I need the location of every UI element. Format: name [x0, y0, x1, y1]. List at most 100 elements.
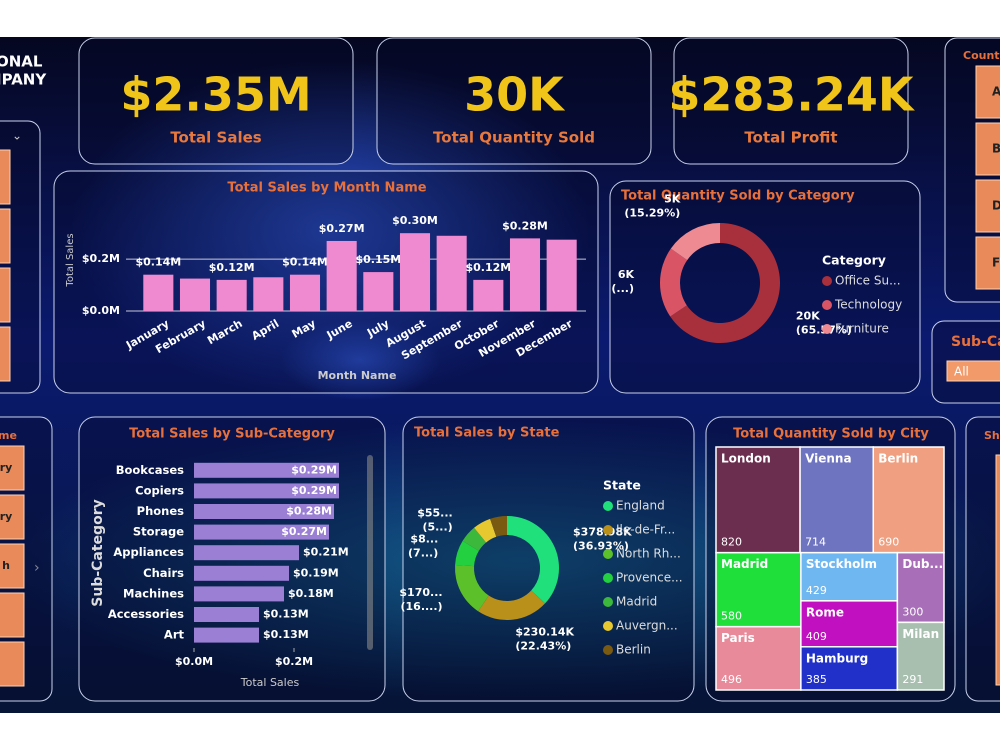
slicer-button[interactable] — [0, 641, 25, 687]
slicer-button[interactable] — [0, 494, 25, 540]
bar — [436, 235, 467, 311]
cell-label: Madrid — [721, 557, 768, 571]
data-label: $0.14M — [282, 256, 328, 269]
legend-label: Technology — [834, 298, 902, 312]
legend-label: Madrid — [616, 595, 657, 609]
cell-value: 580 — [721, 610, 742, 623]
legend-label: Office Su... — [835, 274, 901, 288]
slicer-option: Be — [992, 142, 1000, 156]
x-tick-label: $0.0M — [175, 655, 213, 668]
bar — [194, 607, 259, 622]
data-label: $230.14K — [515, 626, 574, 639]
chart-panel — [53, 170, 599, 394]
bar — [194, 483, 339, 499]
y-axis-title: Sub-Category — [90, 499, 106, 606]
slicer-option: ry — [0, 461, 12, 474]
data-label: $0.28M — [502, 219, 548, 232]
kpi-label: Total Sales — [170, 129, 261, 147]
glow — [280, 320, 440, 400]
slicer-button[interactable] — [0, 326, 11, 382]
data-label: $0.14M — [135, 256, 181, 269]
data-label: $378.98K — [573, 525, 632, 538]
slicer-option: F — [992, 256, 1000, 270]
donut-slice — [507, 516, 560, 604]
chart-title: Total Quantity Sold by Category — [621, 189, 855, 204]
slicer-button[interactable] — [0, 592, 25, 638]
cell-value: 690 — [878, 536, 899, 549]
data-label: $0.13M — [263, 628, 309, 641]
bar — [546, 239, 577, 311]
data-label: $0.28M — [286, 505, 332, 518]
bar — [363, 272, 394, 311]
bar — [194, 545, 299, 561]
y-axis-title: Total Sales — [65, 233, 76, 287]
cell-value: 409 — [806, 630, 827, 643]
legend-marker — [603, 621, 613, 631]
y-tick-label: Machines — [123, 586, 184, 600]
data-label: (...) — [611, 282, 634, 295]
data-label: (36.93%) — [573, 539, 629, 552]
treemap-cell — [715, 446, 801, 554]
x-axis-title: Total Sales — [240, 676, 300, 689]
cell-label: Vienna — [805, 452, 852, 466]
donut-slice — [455, 540, 479, 567]
slicer-button[interactable] — [975, 179, 1000, 233]
dropdown-value: All — [954, 365, 969, 379]
legend-label: England — [616, 499, 665, 513]
slicer-title: Shi... — [984, 429, 1000, 442]
cell-value: 714 — [805, 536, 826, 549]
cell-label: Berlin — [878, 452, 918, 466]
glow — [70, 60, 590, 400]
legend-marker — [603, 573, 613, 583]
scrollbar[interactable] — [367, 455, 373, 650]
bar — [194, 524, 329, 540]
bar — [326, 240, 357, 311]
treemap-cell — [896, 621, 945, 691]
cell-label: Stockholm — [806, 557, 877, 571]
bar — [194, 462, 339, 478]
slicer-button[interactable] — [975, 122, 1000, 176]
slicer-button[interactable] — [0, 543, 25, 589]
data-label: 20K — [796, 309, 820, 322]
legend-label: Ile-de-Fr... — [616, 523, 675, 537]
treemap-cell — [715, 625, 802, 691]
legend-title: State — [603, 478, 641, 493]
treemap-cell — [715, 551, 802, 628]
legend-label: Furniture — [835, 322, 889, 336]
legend-marker — [603, 549, 613, 559]
data-label: $0.19M — [293, 566, 339, 579]
slicer-panel — [965, 416, 1000, 702]
slicer-button[interactable] — [0, 149, 11, 205]
donut-slice — [670, 223, 781, 343]
slicer-button[interactable] — [995, 454, 1000, 686]
donut-slice — [478, 590, 546, 621]
data-label: (15.29%) — [624, 207, 680, 220]
chart-title: Total Sales by Month Name — [227, 181, 426, 196]
legend-label: Berlin — [616, 643, 651, 657]
data-label: $0.27M — [319, 222, 365, 235]
legend-marker — [822, 276, 832, 286]
chart-title: Total Sales by Sub-Category — [129, 427, 335, 442]
scroll-arrow[interactable]: › — [34, 560, 40, 576]
data-label: (22.43%) — [515, 640, 571, 653]
data-label: $0.29M — [291, 484, 337, 497]
bar — [509, 238, 541, 311]
y-tick-label: Storage — [133, 525, 184, 539]
bar — [253, 277, 284, 311]
cell-label: Rome — [806, 605, 844, 619]
slicer-button[interactable] — [975, 236, 1000, 290]
y-tick-label: Chairs — [143, 566, 184, 580]
kpi-value: $2.35M — [120, 68, 311, 122]
data-label: $0.12M — [465, 261, 511, 274]
x-axis-title: Month Name — [318, 369, 397, 382]
data-label: $170... — [399, 586, 442, 599]
slicer-button[interactable] — [975, 65, 1000, 119]
slicer-button[interactable] — [0, 445, 25, 491]
slicer-button[interactable] — [0, 208, 11, 264]
company-name: ONAL — [0, 53, 43, 71]
slicer-button[interactable] — [0, 267, 11, 323]
treemap-cell — [799, 446, 875, 554]
data-label: (16....) — [400, 600, 442, 613]
dropdown[interactable] — [946, 360, 1000, 382]
